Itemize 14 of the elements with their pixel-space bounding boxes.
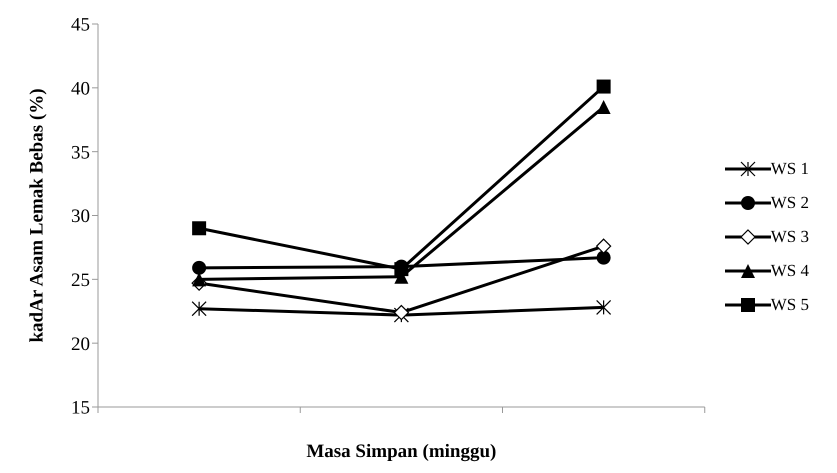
legend-label: WS 5 [770, 294, 809, 314]
y-tick-label: 35 [71, 142, 90, 164]
legend-label: WS 4 [770, 260, 809, 280]
y-tick-label: 30 [71, 206, 90, 228]
legend-label: WS 3 [770, 226, 809, 246]
y-tick-label: 45 [71, 14, 90, 36]
y-tick-label: 25 [71, 270, 90, 292]
x-axis-title: Masa Simpan (minggu) [306, 441, 496, 462]
y-axis-title: kadAr Asam Lemak Bebas (%) [26, 88, 48, 343]
legend-label: WS 2 [770, 192, 809, 212]
legend-label: WS 1 [770, 158, 809, 178]
y-tick-label: 15 [71, 398, 90, 419]
y-tick-label: 40 [71, 78, 90, 100]
y-tick-label: 20 [71, 334, 90, 355]
